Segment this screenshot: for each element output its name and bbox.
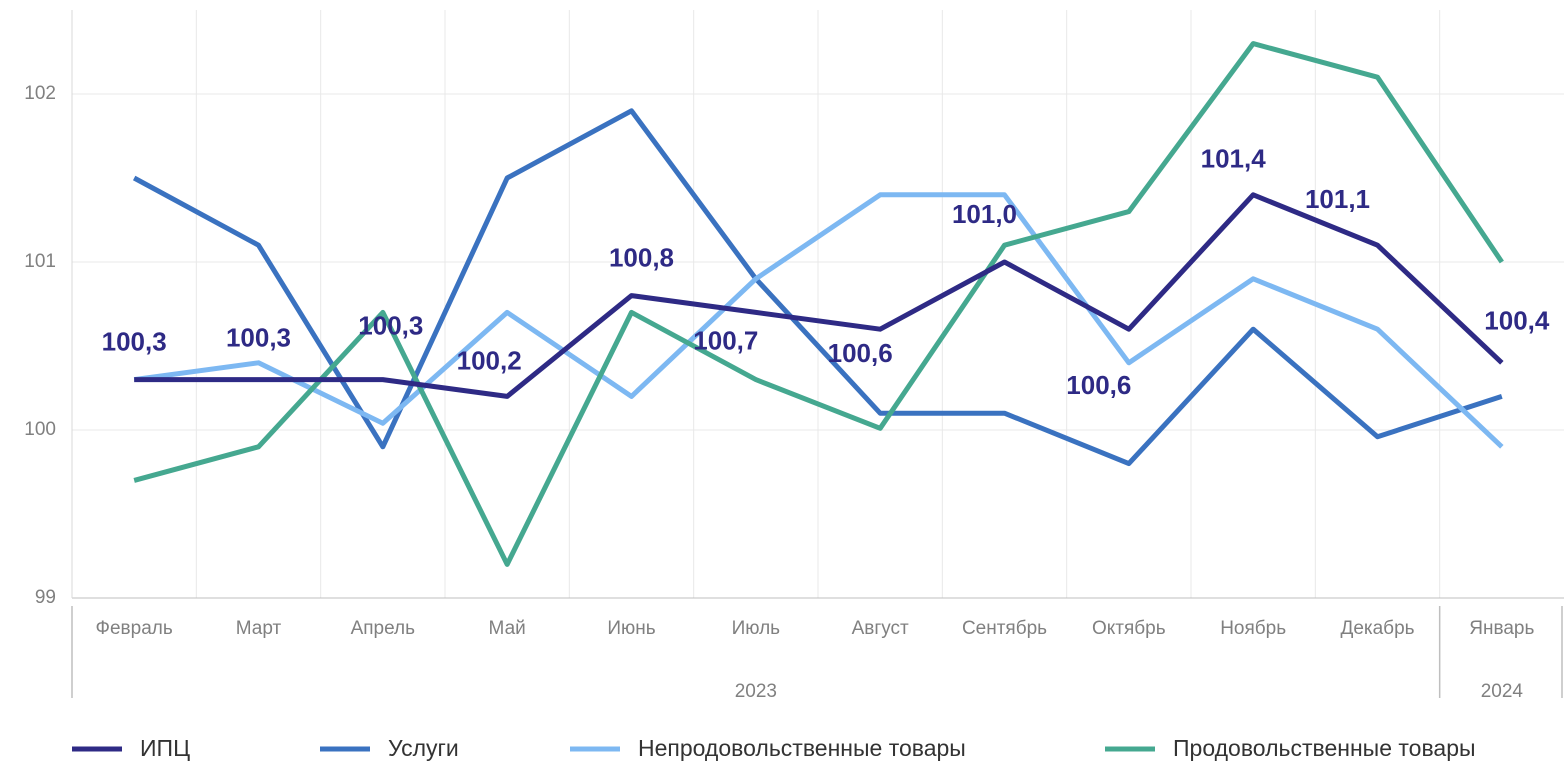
x-tick-label: Ноябрь [1220,618,1286,639]
y-tick-label: 101 [24,251,56,272]
legend-label: Услуги [388,735,459,761]
x-tick-label: Октябрь [1092,618,1166,639]
x-tick-label: Декабрь [1340,618,1414,639]
series-line [133,41,1504,567]
x-tick-label: Май [489,618,526,639]
x-tick-label: Сентябрь [962,618,1047,639]
legend-label: ИПЦ [140,735,190,761]
x-tick-label: Апрель [351,618,416,639]
data-label: 100,2 [457,345,522,375]
x-tick-label: Январь [1469,618,1534,639]
data-label: 101,0 [952,199,1017,229]
data-label: 100,8 [609,242,674,272]
x-tick-label: Июнь [607,618,655,639]
series-line [134,192,1504,399]
legend-label: Продовольственные товары [1173,735,1476,761]
data-label: 100,4 [1484,306,1550,336]
x-group-label: 2024 [1481,681,1524,702]
x-tick-label: Август [852,618,909,639]
data-label: 100,6 [1066,370,1131,400]
y-tick-label: 102 [24,83,56,104]
legend-label: Непродовольственные товары [638,735,966,761]
series-line [133,192,1504,449]
y-tick-label: 99 [35,587,56,608]
x-tick-label: Июль [732,618,781,639]
data-label: 100,3 [226,322,291,352]
x-group-label: 2023 [735,681,777,702]
data-label: 100,7 [693,325,758,355]
data-label: 100,3 [358,310,423,340]
x-tick-label: Март [236,618,282,639]
y-tick-label: 100 [24,419,56,440]
data-label: 101,1 [1305,184,1370,214]
x-tick-label: Февраль [96,618,173,639]
data-label: 100,3 [102,326,167,356]
data-label: 100,6 [828,338,893,368]
data-label: 101,4 [1201,144,1267,174]
